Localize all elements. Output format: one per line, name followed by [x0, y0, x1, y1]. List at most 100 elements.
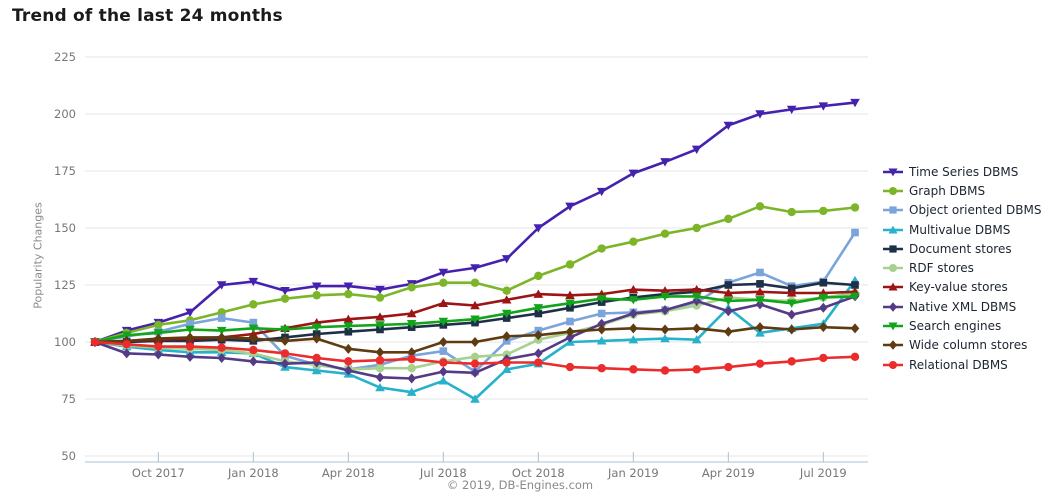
triangle-up-marker-icon [311, 365, 322, 375]
legend-marker-triangle-down-icon [883, 322, 903, 331]
triangle-down-marker-icon [216, 281, 227, 290]
triangle-up-marker-icon [723, 288, 734, 297]
legend-item-object-oriented-dbms[interactable]: Object oriented DBMS [882, 201, 1041, 220]
legend-item-native-xml-dbms[interactable]: Native XML DBMS [882, 297, 1041, 316]
triangle-up-marker-icon [596, 336, 607, 345]
circle-marker-icon [787, 357, 796, 366]
copyright-footer: © 2019, DB-Engines.com [446, 478, 594, 492]
circle-marker-icon [534, 358, 543, 367]
triangle-up-marker-icon [691, 284, 702, 294]
legend-label: Wide column stores [909, 338, 1028, 353]
triangle-up-marker-icon [501, 364, 512, 374]
legend-item-graph-dbms[interactable]: Graph DBMS [882, 181, 1041, 200]
diamond-marker-icon [660, 324, 670, 335]
triangle-down-marker-icon [660, 292, 670, 301]
square-marker-icon [756, 280, 764, 288]
triangle-up-marker-icon [691, 335, 702, 344]
triangle-down-marker-icon [888, 168, 898, 177]
diamond-marker-icon [344, 365, 353, 376]
square-marker-icon [889, 206, 897, 214]
diamond-marker-icon [312, 333, 321, 344]
tick-label: 75 [61, 392, 76, 406]
square-marker-icon [439, 347, 448, 355]
triangle-up-marker-icon [406, 308, 417, 318]
diamond-marker-icon [819, 302, 828, 313]
triangle-down-marker-icon [280, 325, 290, 335]
triangle-down-marker-icon [565, 202, 575, 211]
circle-marker-icon [850, 203, 860, 212]
circle-marker-icon [629, 365, 638, 374]
tick-label: 50 [61, 449, 76, 463]
square-marker-icon [249, 318, 258, 327]
legend-label: Native XML DBMS [909, 299, 1017, 314]
legend-item-document-stores[interactable]: Document stores [882, 239, 1041, 258]
legend-item-relational-dbms[interactable]: Relational DBMS [882, 355, 1041, 374]
circle-marker-icon [502, 358, 511, 367]
legend-item-rdf-stores[interactable]: RDF stores [882, 258, 1041, 277]
square-marker-icon [597, 309, 606, 318]
legend-item-time-series-dbms[interactable]: Time Series DBMS [882, 162, 1041, 181]
triangle-up-marker-icon [565, 290, 575, 299]
chart-legend: Time Series DBMS Graph DBMS Object oriente… [882, 162, 1041, 374]
legend-marker-triangle-down-icon [883, 168, 903, 177]
triangle-down-marker-icon [723, 121, 734, 130]
diamond-marker-icon [787, 309, 796, 320]
circle-marker-icon [755, 359, 765, 368]
triangle-down-marker-icon [755, 296, 765, 305]
triangle-up-marker-icon [248, 329, 259, 338]
circle-marker-icon [375, 356, 385, 365]
tick-label: Oct 2017 [132, 466, 185, 480]
triangle-down-marker-icon [723, 297, 734, 306]
triangle-down-marker-icon [691, 145, 702, 154]
circle-marker-icon [534, 271, 543, 281]
diamond-marker-icon [597, 324, 606, 335]
square-marker-icon [724, 281, 733, 289]
diamond-marker-icon [407, 373, 416, 384]
triangle-down-marker-icon [121, 331, 132, 340]
triangle-down-marker-icon [343, 282, 354, 291]
chart-title: Trend of the last 24 months [12, 6, 283, 26]
legend-item-search-engines[interactable]: Search engines [882, 316, 1041, 335]
legend-item-wide-column-stores[interactable]: Wide column stores [882, 336, 1041, 355]
diamond-marker-icon [888, 301, 898, 312]
diamond-marker-icon [249, 356, 258, 367]
triangle-up-marker-icon [470, 300, 480, 310]
series-document-stores [91, 278, 859, 346]
diamond-marker-icon [375, 372, 385, 383]
circle-marker-icon [90, 337, 100, 347]
series-time-series-dbms [90, 98, 860, 347]
triangle-up-marker-icon [888, 283, 898, 291]
diamond-marker-icon [407, 347, 416, 358]
legend-item-key-value-stores[interactable]: Key-value stores [882, 278, 1041, 297]
triangle-down-marker-icon [818, 102, 829, 111]
diamond-marker-icon [280, 358, 290, 369]
square-marker-icon [756, 268, 764, 277]
diamond-marker-icon [280, 335, 290, 346]
triangle-up-marker-icon [438, 298, 449, 307]
triangle-up-marker-icon [628, 335, 639, 344]
diamond-marker-icon [534, 348, 543, 359]
diamond-marker-icon [502, 331, 511, 342]
diamond-marker-icon [888, 340, 898, 351]
diamond-marker-icon [565, 326, 575, 337]
diamond-marker-icon [470, 367, 480, 378]
diamond-marker-icon [660, 305, 670, 316]
triangle-up-marker-icon [533, 289, 544, 298]
diamond-marker-icon [565, 332, 575, 343]
circle-marker-icon [597, 244, 606, 253]
legend-marker-square-icon [883, 245, 903, 253]
circle-marker-icon [312, 291, 321, 300]
triangle-down-marker-icon [375, 285, 385, 295]
legend-item-multivalue-dbms[interactable]: Multivalue DBMS [882, 220, 1041, 239]
triangle-up-marker-icon [786, 288, 797, 297]
triangle-up-marker-icon [343, 314, 354, 323]
circle-marker-icon [407, 364, 416, 373]
circle-marker-icon [280, 349, 290, 358]
square-marker-icon [534, 309, 543, 318]
circle-marker-icon [407, 354, 416, 364]
triangle-down-marker-icon [501, 255, 512, 264]
circle-marker-icon [819, 353, 828, 363]
tick-label: 175 [54, 164, 76, 178]
circle-marker-icon [889, 186, 897, 195]
